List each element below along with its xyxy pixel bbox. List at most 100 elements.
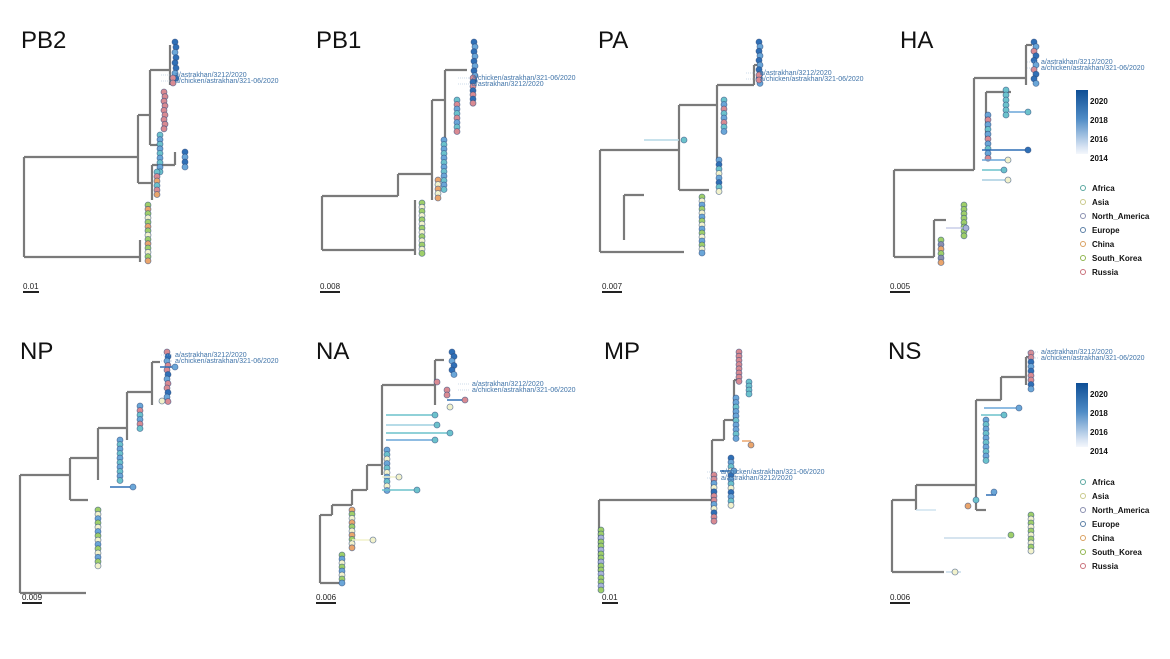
panel-title: PB1 (316, 27, 362, 54)
tip-node (972, 496, 980, 504)
tip-node (680, 136, 688, 144)
tip-node (727, 501, 735, 509)
tip-node (169, 79, 177, 87)
circle-icon (1080, 534, 1086, 541)
tip-node (1024, 146, 1032, 154)
tip-node (710, 517, 718, 525)
tip-node (171, 363, 179, 371)
panel-title: NS (888, 338, 922, 365)
scale-label: 0.006 (890, 593, 911, 602)
legend-region-north-america: North_America (1080, 212, 1149, 221)
tip-node (160, 125, 168, 133)
panel-title: PB2 (21, 27, 67, 54)
tip-node (951, 568, 959, 576)
tip-node (453, 128, 461, 135)
scale-bar: 0.006 (890, 593, 911, 604)
tip-node (433, 421, 441, 429)
phylo-tree-mp: a/chicken/astrakhan/321-06/2020a/astrakh… (597, 348, 825, 594)
tip-node (158, 397, 166, 405)
panel-title: HA (900, 27, 934, 54)
tip-node (434, 194, 442, 202)
panel-title: NP (20, 338, 54, 365)
year-tick: 2014 (1090, 154, 1108, 163)
tip-node (732, 435, 740, 442)
tip-node (431, 436, 439, 444)
scale-label: 0.01 (602, 593, 618, 602)
tip-node (440, 186, 448, 193)
panel-na: NA a/astrakhan/3212/2020 a/chicken/astrak… (292, 310, 584, 610)
circle-icon (1080, 226, 1086, 233)
tip-node (964, 502, 972, 510)
legend-region-russia: Russia (1080, 268, 1118, 277)
tip-label: a/chicken/astrakhan/321-06/2020 (472, 75, 576, 82)
tip-node (982, 457, 990, 464)
tip-node (1004, 176, 1012, 184)
circle-icon (1080, 184, 1086, 191)
panel-ns: NS a/astrakhan/3212/2020 a/chicken/astrak… (876, 310, 1168, 610)
year-tick: 2016 (1090, 135, 1108, 144)
tip-node (1027, 385, 1035, 393)
tip-node (433, 378, 441, 386)
tip-node (418, 249, 426, 257)
tip-label: a/chicken/astrakhan/321-06/2020 (175, 358, 279, 365)
panel-title: NA (316, 338, 350, 365)
legend-region-africa: Africa (1080, 184, 1115, 193)
tip-node (1007, 531, 1015, 539)
legend-region-china: China (1080, 240, 1114, 249)
year-tick: 2020 (1090, 97, 1108, 106)
region-label: South_Korea (1092, 548, 1142, 557)
circle-icon (1080, 520, 1086, 527)
tip-node (962, 224, 970, 232)
circle-icon (1080, 240, 1086, 247)
panel-ha: HA a/astrakhan/3212/2020 a/chicken/astrak… (876, 0, 1168, 300)
tip-node (181, 163, 189, 171)
tip-node (730, 467, 738, 475)
tip-node (735, 378, 743, 385)
legend-bottom: 2020 2018 2016 2014 Africa Asia North_Am… (1076, 383, 1170, 573)
tip-node (164, 398, 172, 405)
tip-node (450, 371, 458, 378)
tip-label: a/astrakhan/3212/2020 (1041, 349, 1113, 356)
legend-top: 2020 2018 2016 2014 Africa Asia North_Am… (1076, 90, 1170, 280)
tip-label: a/chicken/astrakhan/321-06/2020 (175, 78, 279, 85)
scale-bar: 0.007 (602, 282, 623, 293)
legend-region-russia: Russia (1080, 562, 1118, 571)
panel-pa: PA a/astrakhan/3212/2020 a/chicken/astrak… (584, 0, 876, 300)
tip-label: a/chicken/astrakhan/321-06/2020 (472, 387, 576, 394)
scale-bar: 0.008 (320, 282, 341, 293)
tip-node (990, 488, 998, 496)
scale-bar: 0.01 (602, 593, 618, 604)
tip-label: a/chicken/astrakhan/321-06/2020 (760, 76, 864, 83)
phylo-tree-na: a/astrakhan/3212/2020a/chicken/astrakhan… (318, 348, 576, 587)
legend-region-africa: Africa (1080, 478, 1115, 487)
tip-node (94, 562, 102, 570)
tip-node (153, 191, 161, 198)
panel-np: NP a/astrakhan/3212/2020 a/chicken/astrak… (0, 310, 292, 610)
legend-region-north-america: North_America (1080, 506, 1149, 515)
tip-node (443, 391, 451, 399)
tip-node (469, 99, 477, 107)
scale-bar: 0.009 (22, 593, 43, 604)
region-label: South_Korea (1092, 254, 1142, 263)
tip-node (755, 76, 763, 84)
legend-region-asia: Asia (1080, 198, 1109, 207)
panel-title: PA (598, 27, 629, 54)
phylo-tree-ns: a/astrakhan/3212/2020a/chicken/astrakhan… (890, 349, 1145, 576)
region-label: China (1092, 240, 1115, 249)
tip-label: a/astrakhan/3212/2020 (721, 475, 793, 482)
region-label: Africa (1092, 184, 1115, 193)
legend-region-europe: Europe (1080, 226, 1120, 235)
scale-bar: 0.005 (890, 282, 911, 293)
tip-label: a/astrakhan/3212/2020 (175, 352, 247, 359)
circle-icon (1080, 478, 1086, 485)
phylo-tree-pb1: a/chicken/astrakhan/321-06/2020a/astrakh… (320, 38, 576, 257)
tip-node (747, 441, 755, 449)
phylo-tree-np: a/astrakhan/3212/2020a/chicken/astrakhan… (18, 348, 279, 595)
circle-icon (1080, 212, 1086, 219)
region-label: North_America (1092, 506, 1150, 515)
year-tick: 2018 (1090, 116, 1108, 125)
circle-icon (1080, 548, 1086, 555)
phylo-tree-pa: a/astrakhan/3212/2020a/chicken/astrakhan… (598, 38, 864, 257)
scale-label: 0.009 (22, 593, 43, 602)
legend-region-europe: Europe (1080, 520, 1120, 529)
